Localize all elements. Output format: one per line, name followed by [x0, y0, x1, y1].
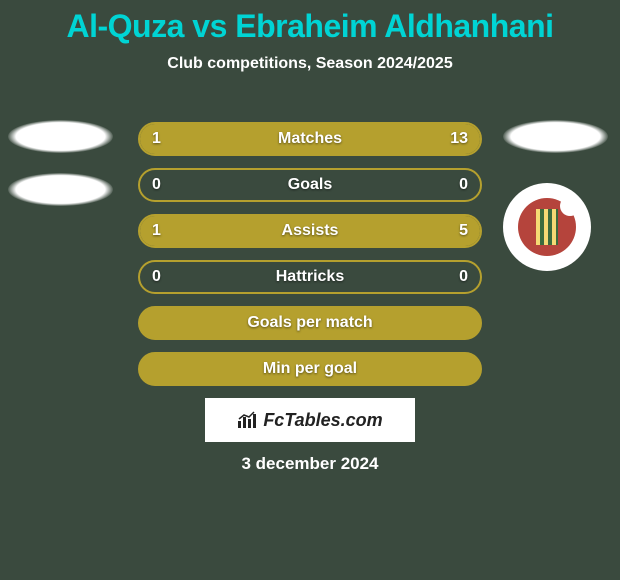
stat-row: Matches 1 13 [138, 122, 482, 156]
stat-fill-left [140, 216, 198, 246]
stat-fill-right [198, 216, 480, 246]
stat-value-left: 0 [152, 268, 161, 286]
stat-label: Goals per match [247, 314, 372, 332]
stat-value-right: 0 [459, 268, 468, 286]
player-left-avatar-area [8, 120, 113, 226]
stat-label: Matches [278, 130, 342, 148]
stat-row: Goals 0 0 [138, 168, 482, 202]
stats-container: Matches113Goals00Assists15Hattricks00Goa… [138, 122, 482, 398]
page-title: Al-Quza vs Ebraheim Aldhanhani [0, 0, 620, 45]
player-right-avatar-area [503, 120, 608, 271]
stat-value-left: 1 [152, 222, 161, 240]
date-label: 3 december 2024 [0, 454, 620, 474]
club-badge-stripes [536, 209, 558, 245]
stat-value-right: 13 [450, 130, 468, 148]
fctables-watermark: FcTables.com [205, 398, 415, 442]
chart-icon [237, 411, 257, 429]
player-left-shadow-1 [8, 120, 113, 153]
stat-row: Hattricks 0 0 [138, 260, 482, 294]
club-badge [503, 183, 591, 271]
stat-label: Goals [288, 176, 332, 194]
stat-value-left: 0 [152, 176, 161, 194]
club-badge-inner [518, 198, 576, 256]
stat-value-left: 1 [152, 130, 161, 148]
fctables-label: FcTables.com [263, 410, 382, 431]
subtitle: Club competitions, Season 2024/2025 [0, 55, 620, 73]
player-right-shadow [503, 120, 608, 153]
stat-label: Min per goal [263, 360, 357, 378]
player-left-shadow-2 [8, 173, 113, 206]
stat-label: Hattricks [276, 268, 344, 286]
stat-value-right: 5 [459, 222, 468, 240]
stat-row: Goals per match [138, 306, 482, 340]
stat-label: Assists [282, 222, 339, 240]
stat-row: Min per goal [138, 352, 482, 386]
stat-row: Assists 1 5 [138, 214, 482, 248]
stat-value-right: 0 [459, 176, 468, 194]
